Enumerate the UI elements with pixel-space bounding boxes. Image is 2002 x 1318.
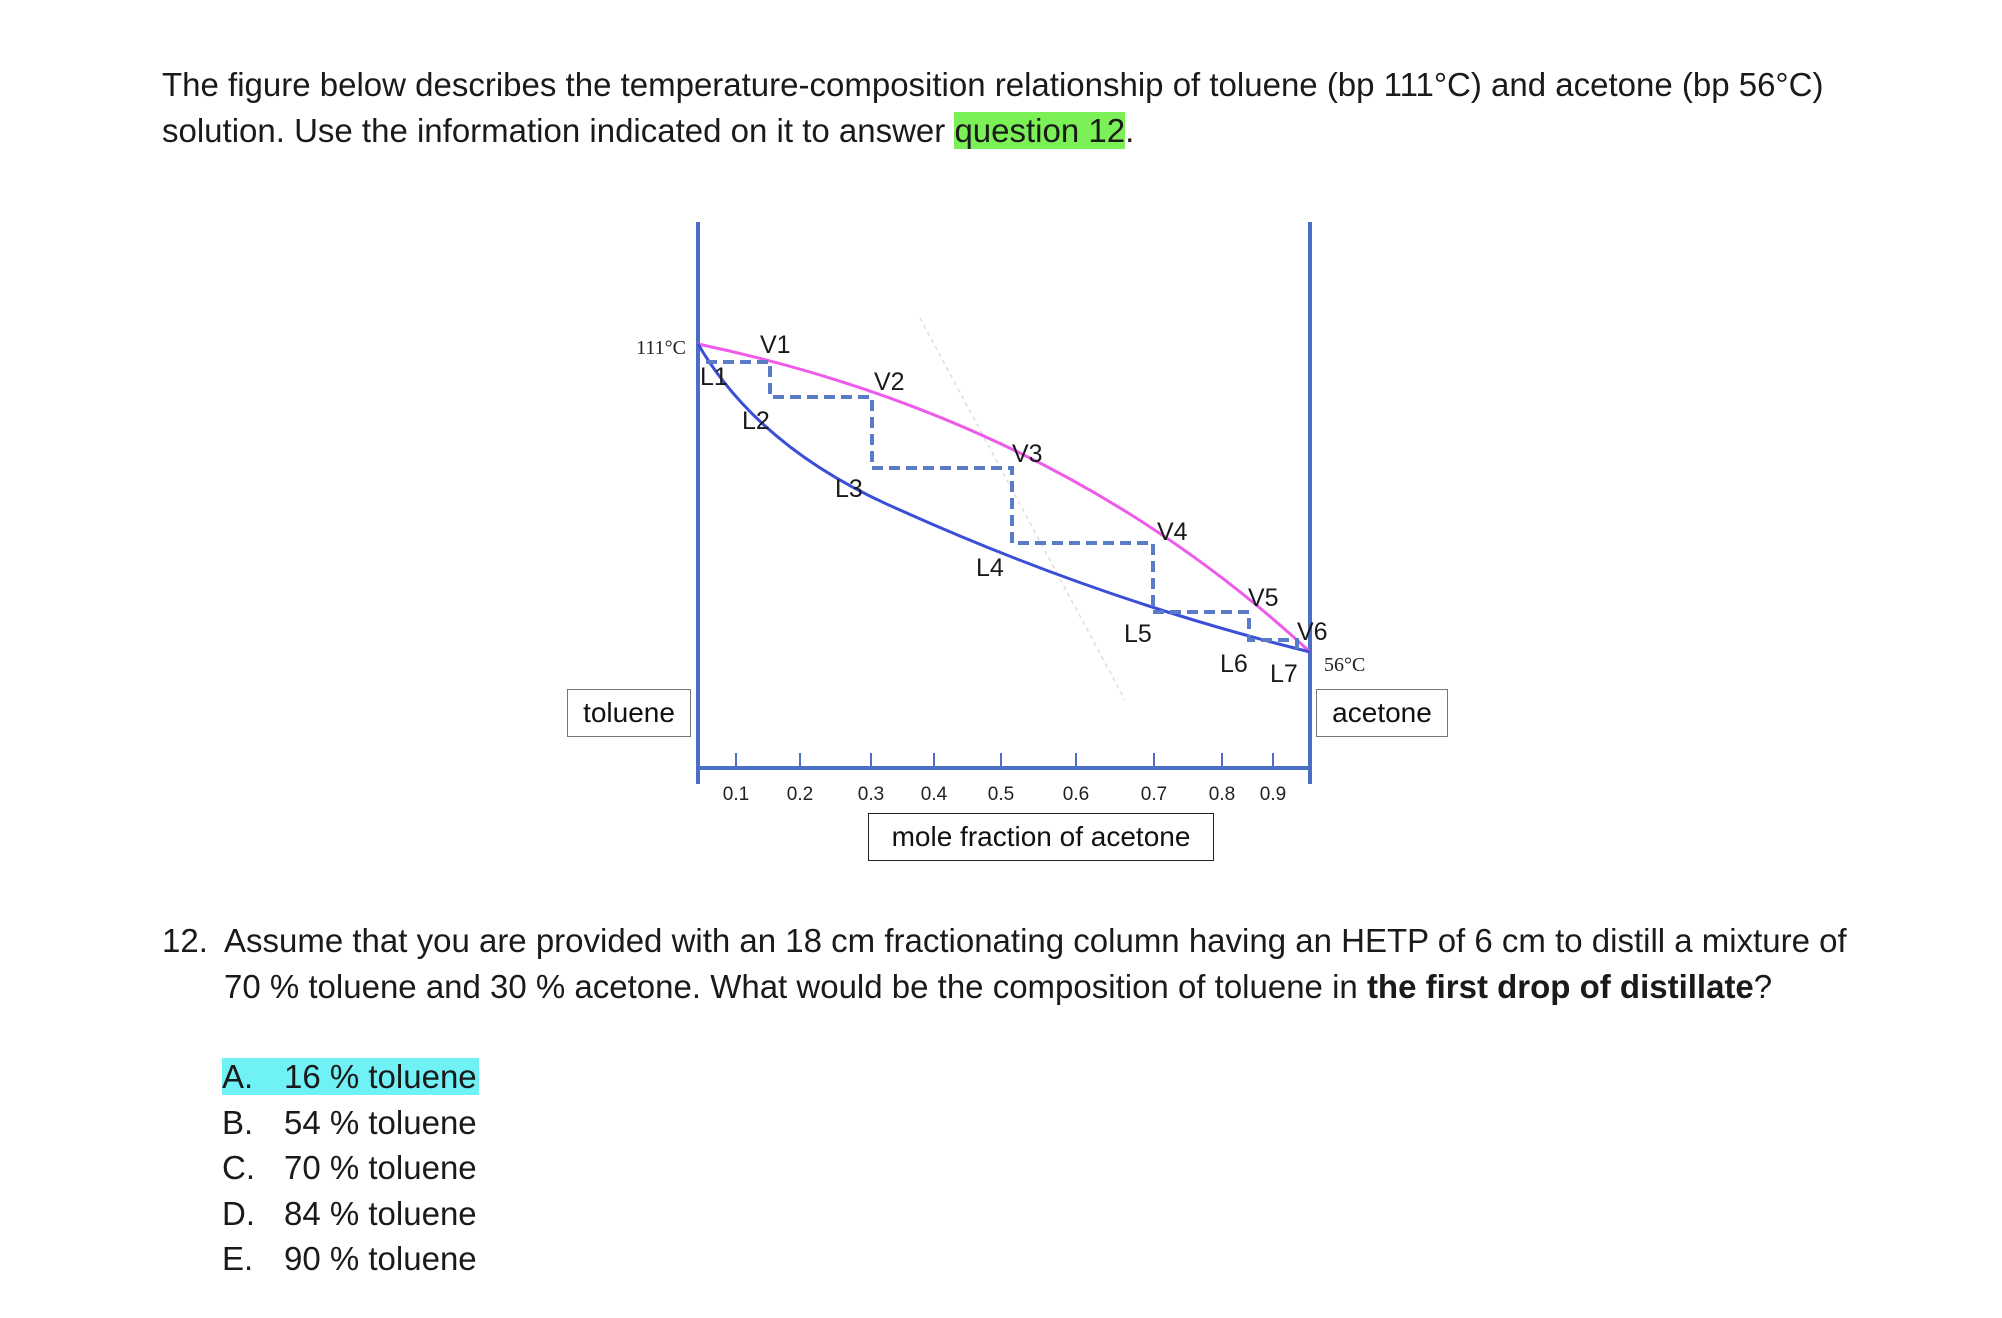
- question-text-main: Assume that you are provided with an 18 …: [224, 922, 1847, 1005]
- vapor-label-v1: V1: [760, 331, 791, 359]
- x-tick-label: 0.5: [988, 784, 1014, 805]
- option-letter: D.: [222, 1194, 255, 1232]
- x-tick-label: 0.8: [1209, 784, 1235, 805]
- question-number: 12.: [162, 922, 208, 959]
- acetone-label-box: acetone: [1316, 689, 1448, 737]
- vapor-label-v2: V2: [874, 368, 905, 396]
- x-tick-labels: 0.1 0.2 0.3 0.4 0.5 0.6 0.7 0.8 0.9: [723, 784, 1286, 805]
- option-text: 90 % toluene: [284, 1240, 477, 1277]
- option-letter: A.: [222, 1058, 254, 1095]
- vapor-label-v4: V4: [1157, 518, 1188, 546]
- low-bp-label: 56°C: [1324, 654, 1365, 676]
- x-axis-title-box: mole fraction of acetone: [868, 813, 1214, 861]
- x-tick-label: 0.2: [787, 784, 813, 805]
- option-letter: B.: [222, 1103, 254, 1141]
- answer-options: A. 16 % toluene B. 54 % toluene C. 70 % tol…: [222, 1054, 479, 1282]
- liquid-label-l4: L4: [976, 554, 1004, 582]
- toluene-label-box: toluene: [567, 689, 691, 737]
- intro-period: .: [1125, 112, 1135, 149]
- option-text: 54 % toluene: [284, 1103, 477, 1141]
- x-tick-label: 0.9: [1260, 784, 1286, 805]
- question-reference-highlight: question 12: [954, 112, 1126, 149]
- x-axis-ticks: [735, 753, 1274, 768]
- option-c[interactable]: C. 70 % toluene: [222, 1145, 479, 1191]
- liquid-label-l5: L5: [1124, 620, 1152, 648]
- x-tick-label: 0.1: [723, 784, 749, 805]
- option-letter: C.: [222, 1149, 255, 1186]
- option-a-highlight: A. 16 % toluene: [222, 1058, 479, 1095]
- option-d[interactable]: D. 84 % toluene: [222, 1191, 479, 1237]
- x-tick-label: 0.7: [1141, 784, 1167, 805]
- option-a[interactable]: A. 16 % toluene: [222, 1054, 479, 1100]
- liquid-curve: [696, 343, 1311, 654]
- option-b[interactable]: B. 54 % toluene: [222, 1100, 479, 1146]
- question-text: Assume that you are provided with an 18 …: [162, 918, 1882, 1010]
- high-bp-label: 111°C: [636, 337, 686, 359]
- intro-paragraph: The figure below describes the temperatu…: [162, 62, 1882, 154]
- vapor-label-v6: V6: [1297, 618, 1328, 646]
- liquid-label-l2: L2: [742, 407, 770, 435]
- option-text: 70 % toluene: [284, 1149, 477, 1186]
- liquid-label-l6: L6: [1220, 650, 1248, 678]
- vapor-label-v5: V5: [1248, 584, 1279, 612]
- option-letter: E.: [222, 1240, 254, 1277]
- liquid-label-l7: L7: [1270, 660, 1298, 688]
- x-tick-label: 0.4: [921, 784, 948, 805]
- vapor-label-v3: V3: [1012, 440, 1043, 468]
- liquid-label-l1: L1: [700, 363, 728, 391]
- question-12: 12. Assume that you are provided with an…: [162, 918, 1882, 1010]
- option-text: 84 % toluene: [284, 1194, 477, 1232]
- distillation-steps: [706, 360, 1299, 650]
- option-e[interactable]: E. 90 % toluene: [222, 1236, 479, 1282]
- liquid-label-l3: L3: [835, 475, 863, 503]
- vapor-curve: [697, 342, 1312, 654]
- background-artifact-line: [919, 317, 1126, 701]
- x-tick-label: 0.3: [858, 784, 884, 805]
- question-mark: ?: [1753, 968, 1773, 1005]
- x-tick-label: 0.6: [1063, 784, 1089, 805]
- option-text: 16 % toluene: [284, 1058, 477, 1095]
- question-emphasis: the first drop of distillate: [1366, 968, 1754, 1005]
- intro-text: The figure below describes the temperatu…: [162, 66, 1824, 149]
